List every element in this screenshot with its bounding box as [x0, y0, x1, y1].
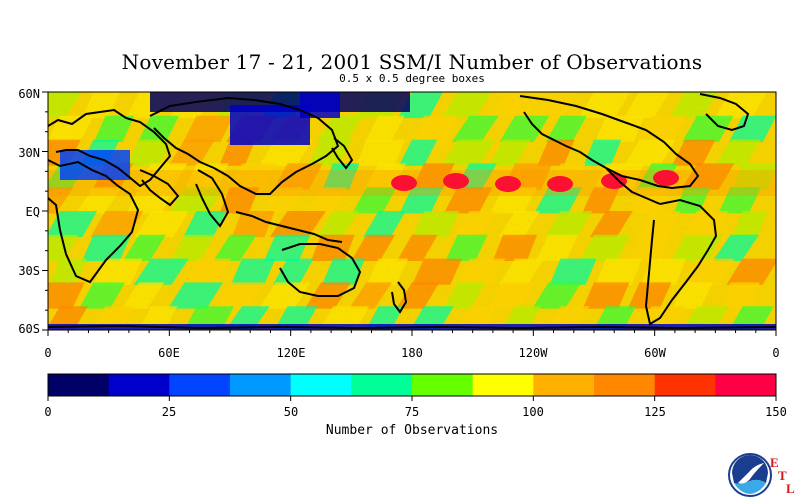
south-america-coast	[644, 198, 718, 326]
noaa-logo-bird	[738, 463, 764, 484]
colorbar-segment	[108, 374, 170, 396]
africa-coast	[48, 159, 140, 284]
lon-label-180: 180	[401, 346, 423, 360]
colorbar-tick-125: 125	[644, 405, 666, 419]
longitude-ticks	[47, 330, 777, 336]
north-america-coast	[519, 95, 700, 190]
colorbar-tick-25: 25	[161, 405, 177, 419]
lon-label-60w: 60W	[644, 346, 666, 360]
australia-coast	[279, 243, 362, 297]
map-field	[48, 92, 776, 330]
colorbar-segment	[412, 374, 474, 396]
india-coast	[195, 169, 230, 228]
colorbar-segment	[594, 374, 656, 396]
colorbar-segment	[48, 374, 110, 396]
noaa-logo-sky	[732, 455, 768, 484]
lon-label-60e: 60E	[158, 346, 180, 360]
arabia-coast	[139, 169, 180, 207]
noaa-logo	[728, 453, 772, 497]
colorbar-segment	[351, 374, 413, 396]
lon-label-0: 0	[44, 346, 52, 360]
colorbar-segment	[290, 374, 352, 396]
colorbar-segment	[533, 374, 595, 396]
colorbar-segment	[715, 374, 777, 396]
coastlines	[48, 93, 776, 330]
japan-coast	[331, 137, 354, 170]
etl-letter-e: E	[770, 455, 779, 470]
colorbar-label: Number of Observations	[325, 423, 499, 438]
lat-label-60s: 60S	[18, 322, 40, 336]
colorbar-tick-75: 75	[404, 405, 420, 419]
greenland-coast	[699, 93, 750, 132]
colorbar-segment	[472, 374, 534, 396]
lat-label-60n: 60N	[18, 87, 40, 101]
etl-letter-t: T	[778, 468, 787, 483]
map-title: November 17 - 21, 2001 SSM/I Number of O…	[121, 50, 703, 74]
noaa-logo-water	[734, 479, 766, 494]
colorbar-tick-50: 50	[283, 405, 299, 419]
central-america-coast	[605, 167, 661, 205]
asia-coast	[149, 96, 340, 195]
colorbar-segment	[169, 374, 231, 396]
antarctic-coast	[48, 324, 776, 330]
colorbar-ticks	[47, 396, 777, 401]
lon-label-120e: 120E	[276, 346, 306, 360]
colorbar-tick-0: 0	[44, 405, 52, 419]
colorbar-tick-100: 100	[522, 405, 544, 419]
lat-label-eq: EQ	[25, 205, 40, 219]
colorbar-tick-150: 150	[765, 405, 787, 419]
indonesia-coast	[235, 211, 343, 243]
lat-label-30n: 30N	[18, 146, 40, 160]
lon-label-0-end: 0	[772, 346, 780, 360]
lon-label-120w: 120W	[518, 346, 548, 360]
colorbar-segment	[230, 374, 292, 396]
new-zealand-coast	[391, 281, 408, 314]
etl-letter-l: L	[786, 481, 795, 496]
map-subtitle: 0.5 x 0.5 degree boxes	[339, 72, 485, 85]
texture-overlay	[48, 92, 776, 330]
colorbar-segment	[654, 374, 716, 396]
lat-label-30s: 30S	[18, 264, 40, 278]
latitude-ticks	[42, 91, 48, 331]
europe-coast	[48, 108, 172, 188]
colorbar	[48, 374, 777, 396]
